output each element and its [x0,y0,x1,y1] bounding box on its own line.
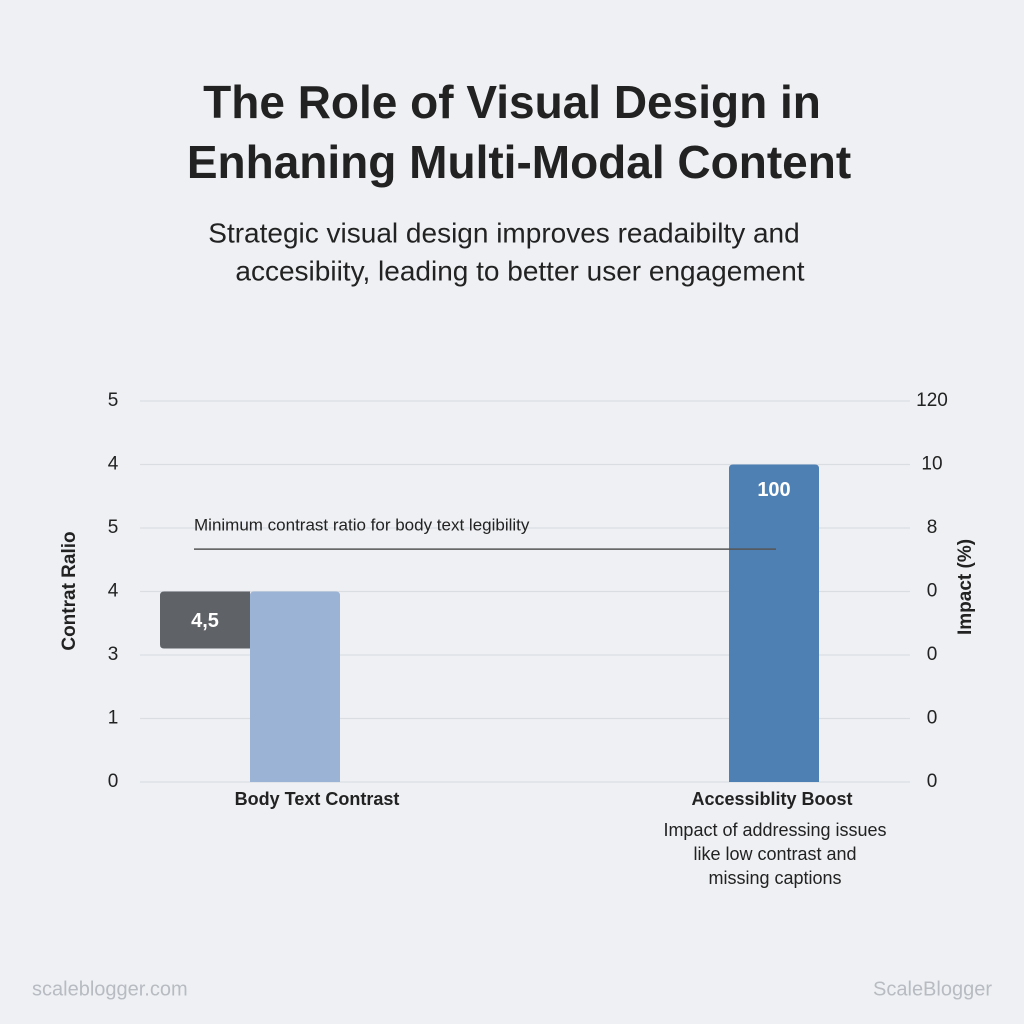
value-label: 4,5 [191,610,219,632]
chart-title: Enhaning Multi-Modal Content [187,136,851,188]
y2-tick-label: 10 [921,454,942,475]
annotation: Impact of addressing issues [663,820,886,840]
y2-tick-label: 0 [927,644,938,665]
y2-tick-label: 0 [927,708,938,729]
y-tick-label: 3 [108,644,119,665]
y2-axis-label: Impact (%) [955,539,976,635]
x-tick-label: Body Text Contrast [235,789,400,809]
y2-tick-label: 0 [927,581,938,602]
reference-label: Minimum contrast ratio for body text leg… [194,516,530,535]
chart-subtitle: accesibiity, leading to better user enga… [235,255,804,286]
y-tick-label: 5 [108,390,119,411]
bar [250,591,340,782]
y-axis-label: Contrat Ralio [59,531,80,650]
x-tick-label: Accessiblity Boost [691,789,852,809]
y2-tick-label: 120 [916,390,948,411]
bar [729,464,819,782]
chart-subtitle: Strategic visual design improves readaib… [208,217,799,248]
footer-left: scaleblogger.com [32,978,188,1000]
value-label-box [160,591,250,649]
y-tick-label: 0 [108,771,119,792]
footer-right: ScaleBlogger [873,978,992,1000]
y2-tick-label: 8 [927,517,938,538]
y-tick-label: 4 [108,454,119,475]
y-tick-label: 4 [108,581,119,602]
y-tick-label: 5 [108,517,119,538]
annotation: like low contrast and [693,844,856,864]
y-tick-label: 1 [108,708,119,729]
chart-title: The Role of Visual Design in [203,76,821,128]
y2-tick-label: 0 [927,771,938,792]
value-label: 100 [757,479,790,501]
annotation: missing captions [708,868,841,888]
